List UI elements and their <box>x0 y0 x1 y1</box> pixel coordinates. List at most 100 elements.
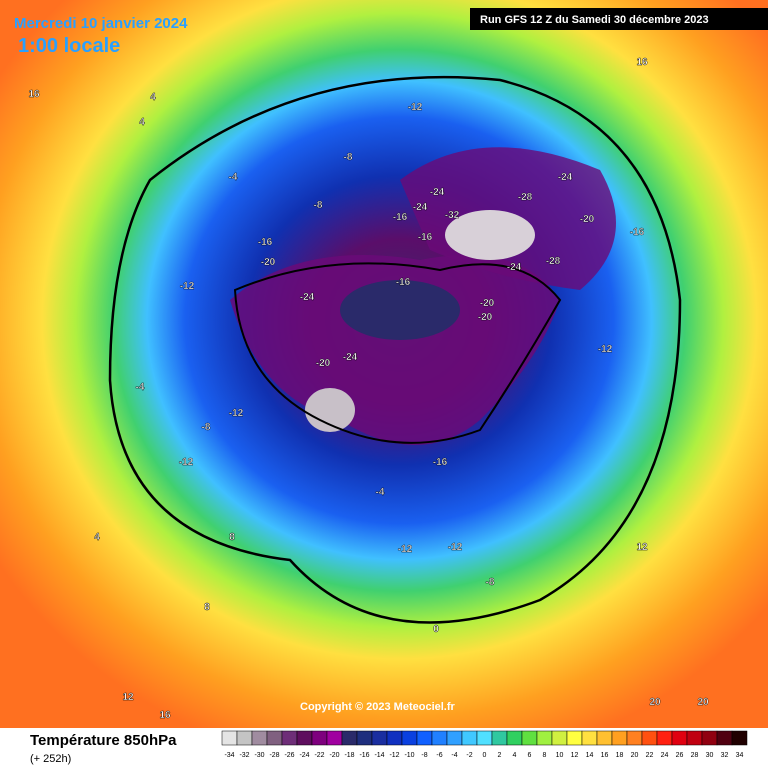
colorbar-swatch <box>731 730 748 746</box>
colorbar-label: -16 <box>359 752 369 759</box>
colorbar-swatch <box>356 730 373 746</box>
contour-0 <box>108 75 682 624</box>
contour-label: -8 <box>486 577 495 588</box>
contour-label: 20 <box>697 697 709 708</box>
colorbar-label: -8 <box>421 752 427 759</box>
colorbar-label: 8 <box>543 752 547 759</box>
contour-label: 16 <box>28 89 40 100</box>
colorbar-swatch <box>671 730 688 746</box>
colorbar-swatch <box>296 730 313 746</box>
contour-label: -4 <box>136 382 145 393</box>
run-box <box>470 8 768 30</box>
contour-label: -20 <box>580 214 595 225</box>
contour-label: -28 <box>518 192 533 203</box>
colorbar-label: -34 <box>224 752 234 759</box>
colorbar-swatch <box>566 730 583 746</box>
colorbar-label: 28 <box>691 752 699 759</box>
colorbar-swatch <box>401 730 418 746</box>
cold-area <box>340 280 460 340</box>
colorbar-swatch <box>281 730 298 746</box>
contour-label: -20 <box>261 257 276 268</box>
contour-label: -12 <box>448 542 463 553</box>
contour-label: -16 <box>418 232 433 243</box>
colorbar-label: -30 <box>254 752 264 759</box>
colorbar-swatch <box>581 730 598 746</box>
contour-label: -12 <box>408 102 423 113</box>
contour-label: 12 <box>122 692 134 703</box>
colorbar-swatch <box>716 730 733 746</box>
colorbar-label: 30 <box>706 752 714 759</box>
colorbar-label: 20 <box>631 752 639 759</box>
colorbar-swatch <box>371 730 388 746</box>
colorbar-label: -14 <box>374 752 384 759</box>
colorbar-label: -4 <box>451 752 457 759</box>
colorbar-label: -2 <box>466 752 472 759</box>
colorbar-swatch <box>416 730 433 746</box>
run-info: Run GFS 12 Z du Samedi 30 décembre 2023 <box>480 14 709 26</box>
contour-label: -4 <box>376 487 385 498</box>
colorbar-label: 14 <box>586 752 594 759</box>
colorbar-swatch <box>386 730 403 746</box>
colorbar-swatch <box>536 730 553 746</box>
contour-label: 8 <box>229 532 235 543</box>
colorbar-label: 2 <box>498 752 502 759</box>
contour-label: -24 <box>413 202 428 213</box>
contour-label: -16 <box>393 212 408 223</box>
contour-label: -20 <box>480 298 495 309</box>
contour-label: -16 <box>258 237 273 248</box>
colorbar-swatch <box>476 730 493 746</box>
contour-label: -32 <box>445 210 460 221</box>
colorbar-swatch <box>266 730 283 746</box>
contour-label: 20 <box>649 697 661 708</box>
contour-label: -24 <box>430 187 445 198</box>
contour-label: -8 <box>344 152 353 163</box>
colorbar-label: -20 <box>329 752 339 759</box>
contour-label: -12 <box>598 344 613 355</box>
contour-label: -12 <box>229 408 244 419</box>
colorbar-label: -32 <box>239 752 249 759</box>
contour-label: -24 <box>343 352 358 363</box>
contour-label: -24 <box>300 292 315 303</box>
colorbar-swatch <box>431 730 448 746</box>
colorbar-label: -24 <box>299 752 309 759</box>
contour-label: 16 <box>636 57 648 68</box>
contour-label: 4 <box>94 532 100 543</box>
colorbar-label: -26 <box>284 752 294 759</box>
colorbar-swatch <box>326 730 343 746</box>
colorbar-swatch <box>551 730 568 746</box>
contour-label: -20 <box>478 312 493 323</box>
colorbar-label: -12 <box>389 752 399 759</box>
colorbar-label: -22 <box>314 752 324 759</box>
colorbar-swatch <box>446 730 463 746</box>
contour-label: 16 <box>159 710 171 721</box>
copyright: Copyright © 2023 Meteociel.fr <box>300 701 456 713</box>
contour-label: -16 <box>433 457 448 468</box>
colorbar: -34 -32 -30 -28 -26 -24 -22 -20 -18 -16 -14 -12 -10-… <box>221 730 748 759</box>
colorbar-label: 4 <box>513 752 517 759</box>
colorbar-label: -28 <box>269 752 279 759</box>
contour-label: -12 <box>179 457 194 468</box>
colorbar-swatch <box>341 730 358 746</box>
colorbar-swatch <box>251 730 268 746</box>
colorbar-label: 24 <box>661 752 669 759</box>
colorbar-swatch <box>311 730 328 746</box>
colorbar-label: 16 <box>601 752 609 759</box>
colorbar-label: -6 <box>436 752 442 759</box>
colorbar-label: -18 <box>344 752 354 759</box>
cold-pocket <box>305 388 355 432</box>
colorbar-label: 12 <box>571 752 579 759</box>
colorbar-swatch <box>641 730 658 746</box>
colorbar-swatch <box>686 730 703 746</box>
contour-label: -16 <box>396 277 411 288</box>
colorbar-swatch <box>656 730 673 746</box>
contour-label: -12 <box>398 544 413 555</box>
contour-label: -16 <box>630 227 645 238</box>
colorbar-label: 26 <box>676 752 684 759</box>
contour-label: -24 <box>507 262 522 273</box>
colorbar-swatch <box>506 730 523 746</box>
contour-label: 4 <box>150 92 156 103</box>
colorbar-swatch <box>221 730 238 746</box>
date-title: Mercredi 10 janvier 2024 <box>14 15 188 32</box>
colorbar-swatch <box>701 730 718 746</box>
colorbar-label: 32 <box>721 752 729 759</box>
